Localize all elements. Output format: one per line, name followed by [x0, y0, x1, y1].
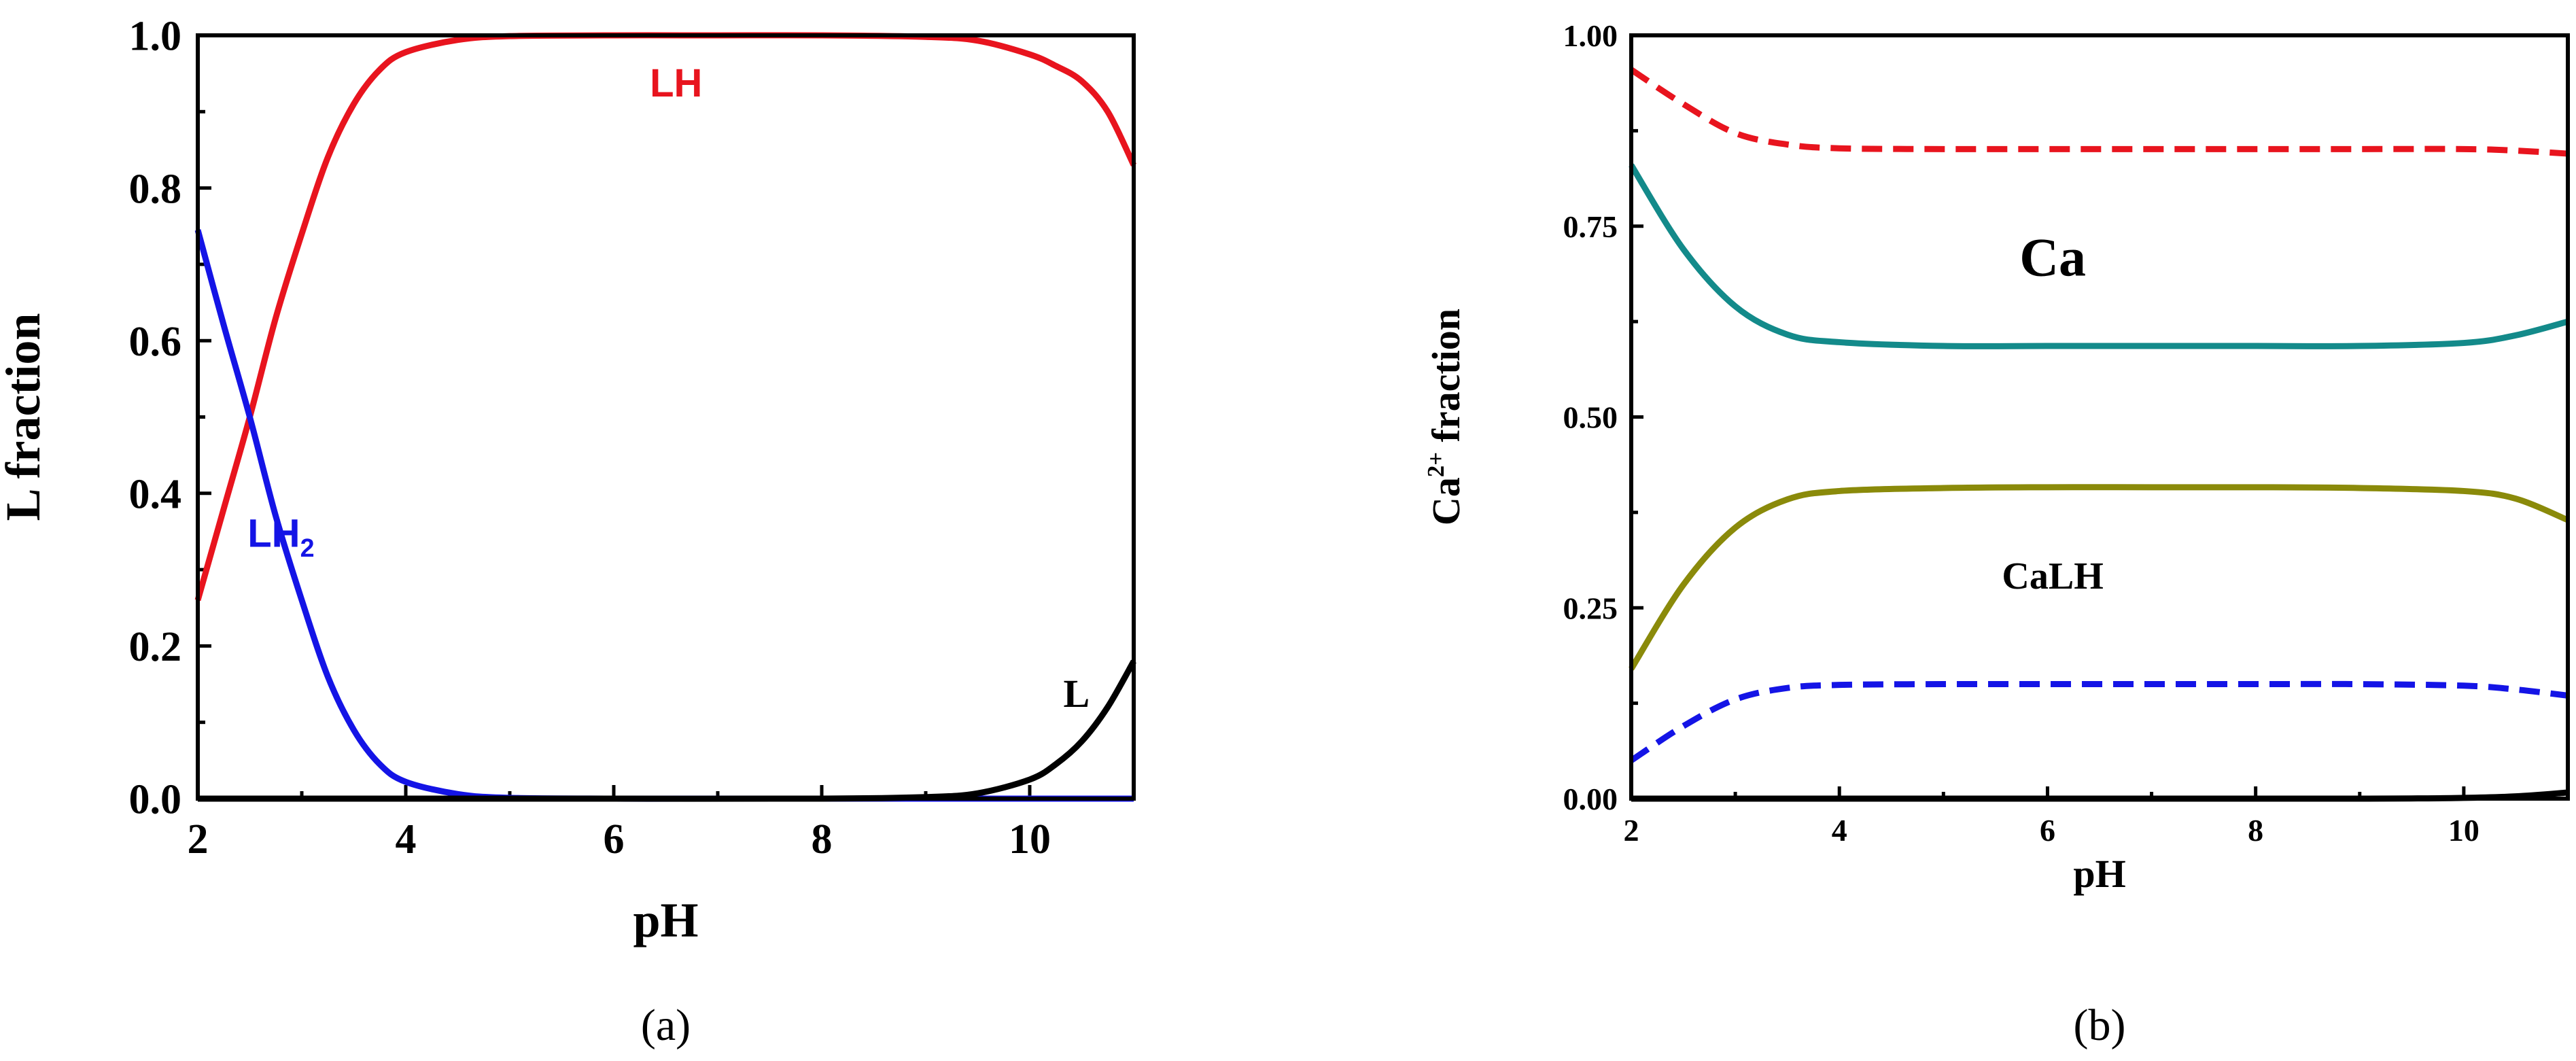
panel-b-x-axis-title: pH [2073, 852, 2125, 896]
y-tick-label: 0.50 [1563, 400, 1618, 435]
y-tick-label: 0.2 [129, 624, 182, 670]
y-tick-label: 0.75 [1563, 209, 1618, 244]
x-tick-label: 2 [1624, 813, 1639, 848]
x-tick-label: 6 [604, 816, 625, 863]
panel-a-annotations: LH LH2 L [247, 61, 1090, 716]
panel-b-y-axis-title-base: Ca [1424, 477, 1468, 525]
panel-a-series [194, 32, 1137, 802]
series-line-red-dashed [1629, 67, 2569, 157]
annotation-calh: CaLH [2002, 555, 2103, 597]
panel-b-y-axis-title-sup: 2+ [1423, 452, 1449, 477]
y-tick-label: 0.0 [129, 777, 182, 823]
y-tick-label: 0.25 [1563, 591, 1618, 625]
panel-b-tick-labels: 2 4 6 8 10 0.00 0.25 0.50 0.75 1.00 [1563, 18, 2479, 848]
series-line-l [198, 659, 1136, 802]
annotation-l: L [1064, 672, 1090, 716]
x-tick-label: 8 [2248, 813, 2263, 848]
panel-a-axes-frame [196, 33, 1136, 801]
series-line-ca [1629, 163, 2569, 349]
y-tick-label: 1.00 [1563, 18, 1618, 53]
panel-b-y-axis-title: Ca2+ fraction [1423, 309, 1468, 525]
x-tick-label: 6 [2040, 813, 2055, 848]
x-tick-label: 10 [1009, 816, 1051, 863]
y-tick-label: 0.4 [129, 472, 182, 518]
series-line-calh [1629, 484, 2569, 671]
y-tick-label: 0.8 [129, 166, 182, 212]
series-line-lh [194, 32, 1137, 602]
panel-a-caption: (a) [641, 1001, 691, 1050]
panel-b-annotations: Ca CaLH [2002, 228, 2103, 597]
x-tick-label: 4 [396, 816, 417, 863]
panel-b-y-axis-title-rest: fraction [1424, 309, 1468, 452]
panel-a-tick-labels: 2 4 6 8 10 0.0 0.2 0.4 0.6 0.8 1.0 [129, 14, 1051, 863]
panel-a-y-axis-title: L fraction [0, 313, 50, 521]
x-tick-label: 4 [1832, 813, 1847, 848]
annotation-lh: LH [650, 61, 702, 105]
panel-b-series [1629, 67, 2569, 802]
panel-a-x-axis-title: pH [633, 893, 698, 947]
y-tick-label: 0.00 [1563, 782, 1618, 816]
y-tick-label: 1.0 [129, 14, 182, 60]
x-tick-label: 8 [812, 816, 833, 863]
panel-a: 2 4 6 8 10 0.0 0.2 0.4 0.6 0.8 1.0 LH LH2 L pH L fra… [0, 14, 1137, 1050]
series-line-lh2 [194, 229, 1134, 802]
panel-b-axes-frame [1629, 33, 2570, 801]
y-tick-label: 0.6 [129, 319, 182, 365]
panel-b-caption: (b) [2074, 1001, 2126, 1050]
panel-a-ticks [196, 33, 1032, 801]
annotation-ca: Ca [2019, 228, 2086, 288]
x-tick-label: 2 [188, 816, 209, 863]
annotation-lh: LH2 [247, 511, 314, 562]
series-line-blue-dashed [1629, 680, 2569, 763]
x-tick-label: 10 [2448, 813, 2479, 848]
